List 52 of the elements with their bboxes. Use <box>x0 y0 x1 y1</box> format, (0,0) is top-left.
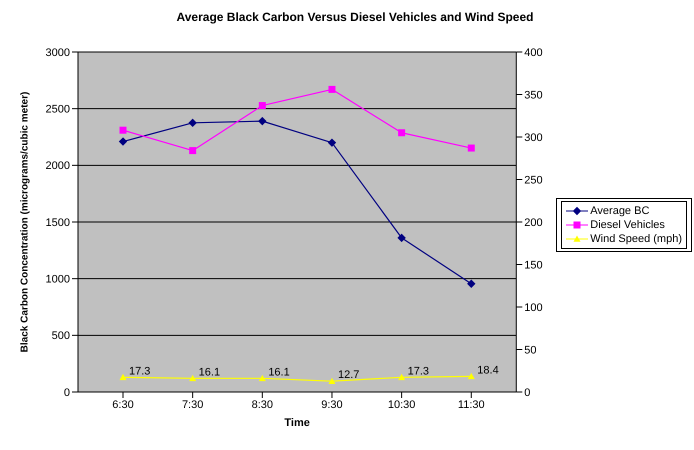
y-tick-label: 2500 <box>46 104 70 116</box>
y2-tick-label: 300 <box>524 132 543 144</box>
y2-tick-label: 200 <box>524 216 543 229</box>
y2-tick-label: 250 <box>524 174 543 186</box>
x-tick-label: 8:30 <box>252 398 274 411</box>
point <box>120 126 126 134</box>
point <box>258 102 266 110</box>
x-tick-label: 7:30 <box>182 398 204 411</box>
data-label: 16.1 <box>198 366 220 378</box>
point <box>467 280 476 288</box>
y2-tick-label: 350 <box>524 89 543 102</box>
point <box>258 117 266 126</box>
x-axis-title: Time <box>284 417 310 429</box>
legend-label: Diesel Vehicles <box>590 218 665 232</box>
x-tick-label: 11:30 <box>458 398 485 411</box>
legend-label: Wind Speed (mph) <box>590 232 682 246</box>
y2-tick-label: 0 <box>524 386 530 399</box>
point <box>328 86 336 93</box>
data-label: 16.1 <box>268 366 290 378</box>
y2-tick-label: 400 <box>524 46 543 59</box>
y-tick-label: 500 <box>52 330 70 342</box>
point <box>119 138 127 146</box>
legend-label: Average BC <box>590 204 650 218</box>
x-tick-label: 9:30 <box>321 398 343 411</box>
data-label: 17.3 <box>408 365 430 378</box>
y2-tick-label: 150 <box>524 259 543 272</box>
point <box>328 138 336 147</box>
point <box>468 372 475 380</box>
point <box>398 374 406 380</box>
point <box>120 374 126 380</box>
data-label: 18.4 <box>477 364 499 376</box>
point <box>258 374 266 382</box>
point <box>189 147 196 154</box>
y-tick-label: 2000 <box>46 160 70 172</box>
point <box>398 129 406 136</box>
y-tick-label: 3000 <box>46 46 70 59</box>
y-tick-label: 0 <box>64 386 70 399</box>
chart-title: Average Black Carbon Versus Diesel Vehicles and Wind Speed <box>176 10 534 24</box>
x-tick-label: 10:30 <box>388 398 416 411</box>
x-tick-label: 6:30 <box>112 398 134 411</box>
y-tick-label: 1000 <box>46 274 70 286</box>
y-axis-title: Black Carbon Concentration (micrograms/cubic meter) <box>20 92 31 352</box>
y2-tick-label: 100 <box>524 302 543 314</box>
y2-tick-label: 50 <box>524 344 537 356</box>
point <box>468 144 475 152</box>
point <box>398 234 406 242</box>
data-label: 17.3 <box>129 365 150 378</box>
point <box>189 374 196 382</box>
point <box>188 118 197 127</box>
y-tick-label: 1500 <box>46 216 70 229</box>
point <box>328 378 336 384</box>
data-label: 12.7 <box>338 369 360 382</box>
